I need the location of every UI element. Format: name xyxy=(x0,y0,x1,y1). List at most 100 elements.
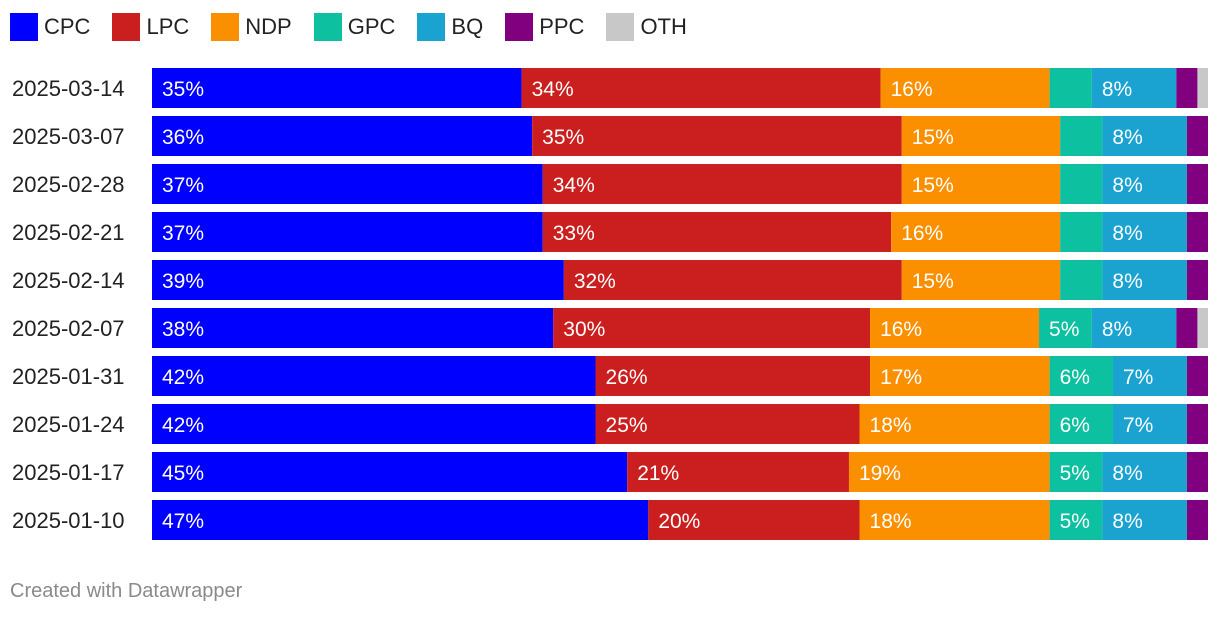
bar-value-label: 15% xyxy=(912,270,954,293)
bar-segment-ndp xyxy=(859,500,1050,540)
row-date-label: 2025-03-14 xyxy=(12,76,125,101)
bar-value-label: 7% xyxy=(1123,414,1153,437)
legend-item-lpc: LPC xyxy=(112,13,189,41)
bar-segment-lpc xyxy=(521,68,881,108)
legend-label: GPC xyxy=(347,14,396,39)
legend-label: NDP xyxy=(245,14,292,39)
bar-value-label: 42% xyxy=(162,414,204,437)
bar-value-label: 37% xyxy=(162,174,204,197)
bar-segment-ndp xyxy=(859,404,1050,444)
bar-value-label: 8% xyxy=(1112,222,1142,245)
bar-segment-gpc xyxy=(1049,452,1103,492)
bar-value-label: 8% xyxy=(1102,318,1132,341)
bar-value-label: 37% xyxy=(162,222,204,245)
legend-label: LPC xyxy=(146,14,190,39)
bar-value-label: 5% xyxy=(1060,462,1090,485)
legend-item-oth: OTH xyxy=(606,13,687,41)
row-date-label: 2025-02-21 xyxy=(12,220,125,245)
legend: CPC LPC NDP GPC BQ PPC OTH xyxy=(10,12,709,42)
row-date-label: 2025-02-28 xyxy=(12,172,125,197)
legend-swatch xyxy=(606,13,635,41)
bar-segment-cpc xyxy=(152,308,554,348)
bar-value-label: 47% xyxy=(162,510,204,533)
bar-segment-lpc xyxy=(553,308,871,348)
bar-value-label: 20% xyxy=(658,510,700,533)
row-date-label: 2025-01-31 xyxy=(12,364,125,389)
legend-label: OTH xyxy=(640,14,687,39)
credit-text: Created with Datawrapper xyxy=(10,580,243,602)
legend-item-ppc: PPC xyxy=(505,13,584,41)
bar-segment-ndp xyxy=(901,260,1061,300)
bar-segment-cpc xyxy=(152,116,533,156)
bar-value-label: 38% xyxy=(162,318,204,341)
bar-segment-lpc xyxy=(648,500,860,540)
bar-segment-lpc xyxy=(532,116,902,156)
bar-segment-ppc xyxy=(1176,68,1198,108)
bar-value-label: 25% xyxy=(606,414,648,437)
bar-segment-ppc xyxy=(1176,308,1198,348)
legend-swatch xyxy=(417,13,446,41)
bar-segment-bq xyxy=(1102,164,1187,204)
bar-value-label: 8% xyxy=(1112,462,1142,485)
bar-segment-ppc xyxy=(1186,452,1208,492)
row-date-label: 2025-03-07 xyxy=(12,124,125,149)
legend-item-cpc: CPC xyxy=(10,13,90,41)
bar-segment-ndp xyxy=(901,116,1061,156)
bar-value-label: 34% xyxy=(553,174,595,197)
bar-value-label: 16% xyxy=(891,78,933,101)
bar-value-label: 21% xyxy=(637,462,679,485)
bar-value-label: 35% xyxy=(542,126,584,149)
bar-segment-gpc xyxy=(1060,164,1103,204)
bar-value-label: 36% xyxy=(162,126,204,149)
bar-value-label: 6% xyxy=(1060,366,1090,389)
bar-value-label: 6% xyxy=(1060,414,1090,437)
bar-value-label: 8% xyxy=(1112,126,1142,149)
bar-segment-lpc xyxy=(627,452,849,492)
bar-value-label: 8% xyxy=(1102,78,1132,101)
bar-segment-lpc xyxy=(595,404,860,444)
bar-segment-cpc xyxy=(152,356,596,396)
bar-segment-gpc xyxy=(1049,500,1103,540)
legend-item-ndp: NDP xyxy=(211,13,292,41)
legend-item-gpc: GPC xyxy=(313,13,396,41)
bar-segment-ndp xyxy=(901,164,1061,204)
bar-value-label: 19% xyxy=(859,462,901,485)
bar-segment-ppc xyxy=(1186,164,1208,204)
bar-value-label: 7% xyxy=(1123,366,1153,389)
legend-swatch xyxy=(313,13,342,41)
bar-segment-bq xyxy=(1102,260,1187,300)
bar-segment-ppc xyxy=(1186,212,1208,252)
legend-label: BQ xyxy=(451,14,484,39)
bar-segment-oth xyxy=(1197,308,1208,348)
bar-segment-oth xyxy=(1197,68,1208,108)
legend-item-bq: BQ xyxy=(417,13,483,41)
bar-value-label: 42% xyxy=(162,366,204,389)
bar-segment-bq xyxy=(1091,308,1177,348)
bar-value-label: 26% xyxy=(606,366,648,389)
bar-segment-bq xyxy=(1112,404,1187,444)
bar-segment-cpc xyxy=(152,404,596,444)
row-date-label: 2025-01-10 xyxy=(12,508,125,533)
bar-value-label: 35% xyxy=(162,78,204,101)
legend-swatch xyxy=(10,13,38,41)
row-date-label: 2025-02-14 xyxy=(12,268,125,293)
bar-value-label: 8% xyxy=(1112,174,1142,197)
legend-swatch xyxy=(211,13,240,41)
bar-segment-ndp xyxy=(891,212,1061,252)
legend-label: PPC xyxy=(539,14,585,39)
bar-segment-ndp xyxy=(848,452,1050,492)
bar-segment-cpc xyxy=(152,260,564,300)
bar-segment-ndp xyxy=(880,68,1050,108)
bar-value-label: 32% xyxy=(574,270,616,293)
bar-segment-ndp xyxy=(870,308,1040,348)
bar-value-label: 18% xyxy=(870,414,912,437)
bar-segment-ppc xyxy=(1186,116,1208,156)
bar-value-label: 17% xyxy=(880,366,922,389)
bar-segment-bq xyxy=(1102,212,1187,252)
legend-swatch xyxy=(112,13,141,41)
bar-value-label: 15% xyxy=(912,126,954,149)
bar-value-label: 8% xyxy=(1112,510,1142,533)
row-date-label: 2025-02-07 xyxy=(12,316,125,341)
bar-value-label: 45% xyxy=(162,462,204,485)
